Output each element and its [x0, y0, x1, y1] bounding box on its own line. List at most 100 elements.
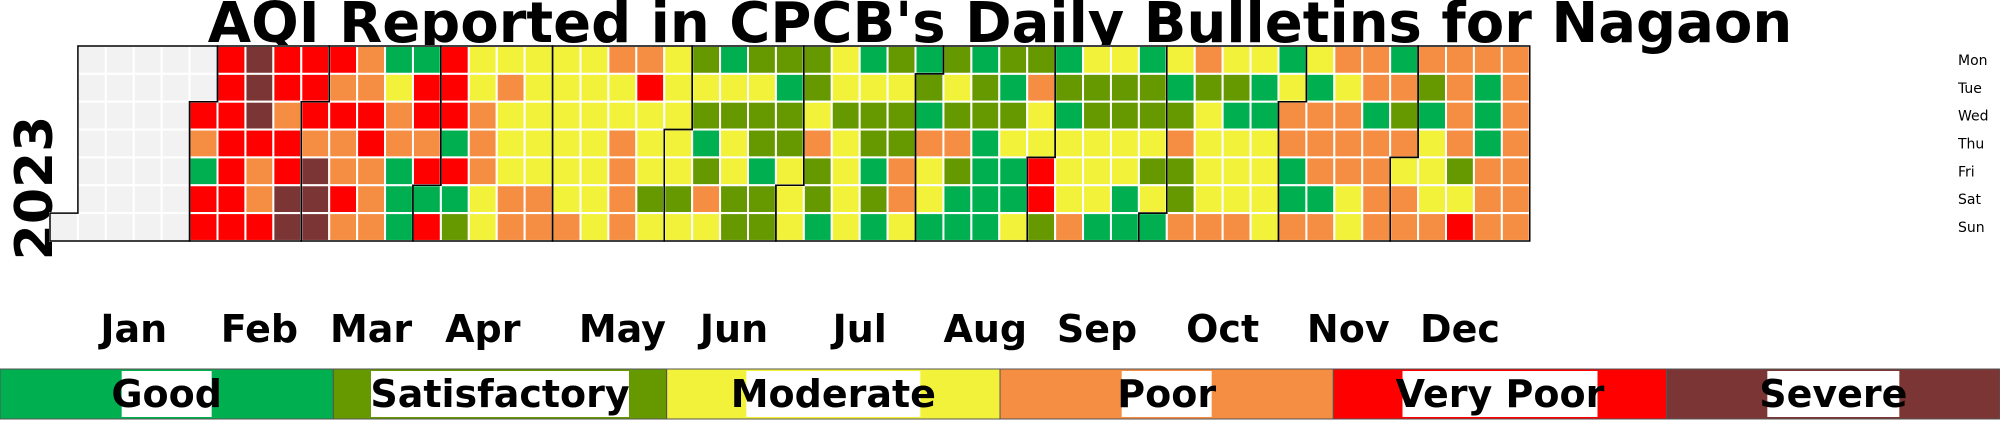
day-cell	[1389, 45, 1420, 75]
day-cell	[439, 212, 470, 242]
day-cell	[1389, 184, 1420, 215]
day-cell	[1305, 72, 1336, 103]
day-cell	[467, 212, 498, 242]
day-cell	[328, 45, 359, 75]
day-cell	[356, 212, 387, 242]
day-cell	[886, 184, 917, 215]
day-cell	[1137, 100, 1168, 131]
day-cell	[76, 184, 107, 215]
day-cell	[830, 72, 861, 103]
day-cell	[607, 128, 638, 159]
day-cell	[914, 212, 945, 242]
day-cell	[272, 184, 303, 215]
day-cell	[719, 128, 750, 159]
day-cell	[551, 212, 582, 242]
day-cell	[104, 45, 135, 75]
day-cell	[160, 128, 191, 159]
day-cell	[1333, 100, 1364, 131]
day-cell	[1472, 156, 1503, 187]
day-cell	[411, 156, 442, 187]
day-cell	[719, 100, 750, 131]
day-cell	[663, 184, 694, 215]
day-cell	[635, 156, 666, 187]
day-cell	[216, 184, 247, 215]
day-cell	[439, 100, 470, 131]
day-cell	[998, 156, 1029, 187]
month-borders	[49, 45, 1531, 242]
day-cell	[1026, 72, 1057, 103]
day-cell	[467, 156, 498, 187]
day-cell	[886, 100, 917, 131]
day-cell	[244, 72, 275, 103]
day-cell	[1389, 128, 1420, 159]
day-cell	[328, 184, 359, 215]
day-cell	[495, 184, 526, 215]
day-cell	[272, 72, 303, 103]
day-cell	[635, 184, 666, 215]
day-cell	[188, 212, 219, 242]
day-cell	[942, 45, 973, 75]
day-cell	[1193, 100, 1224, 131]
day-cell	[216, 45, 247, 75]
day-cell	[244, 45, 275, 75]
day-cell	[607, 100, 638, 131]
day-cell	[747, 212, 777, 242]
day-cell	[858, 184, 889, 215]
day-cell	[244, 156, 275, 187]
day-cell	[1221, 45, 1252, 75]
month-label: Sep	[1057, 307, 1137, 351]
day-cell	[300, 100, 331, 131]
day-cell	[244, 128, 275, 159]
day-cell	[76, 72, 107, 103]
day-cell	[1054, 128, 1085, 159]
month-label: Mar	[330, 307, 412, 351]
day-cell	[970, 72, 1001, 103]
day-cell	[356, 156, 387, 187]
legend-label: Good	[111, 372, 222, 416]
day-cell	[942, 212, 973, 242]
legend: Good Satisfactory Moderate Poor Very Poor Sev…	[0, 368, 2000, 420]
day-cell	[467, 184, 498, 215]
day-cell	[1277, 72, 1308, 103]
day-cell	[1500, 156, 1531, 187]
day-cell	[663, 156, 694, 187]
day-cell	[635, 100, 666, 131]
day-cell	[1500, 184, 1531, 215]
day-cell	[76, 212, 107, 242]
day-cell	[1277, 45, 1308, 75]
day-cell	[1054, 156, 1085, 187]
day-cell	[1305, 128, 1336, 159]
day-cell	[104, 212, 135, 242]
day-cell	[858, 156, 889, 187]
day-cell	[802, 212, 833, 242]
day-cell	[160, 184, 191, 215]
day-cell	[356, 184, 387, 215]
day-cell	[439, 156, 470, 187]
day-cell	[998, 72, 1029, 103]
day-cell	[1249, 212, 1280, 242]
month-label: Jan	[97, 307, 167, 351]
legend-label: Severe	[1759, 372, 1907, 416]
legend-label: Satisfactory	[370, 372, 630, 416]
day-cell	[328, 156, 359, 187]
day-cell	[1165, 212, 1196, 242]
day-cell	[802, 128, 833, 159]
day-cell	[970, 100, 1001, 131]
day-cell	[1109, 100, 1140, 131]
day-cell	[1165, 100, 1196, 131]
day-cell	[1305, 100, 1336, 131]
day-cell	[635, 128, 666, 159]
day-cell	[495, 100, 526, 131]
day-cell	[579, 100, 610, 131]
day-cell	[830, 156, 861, 187]
day-cell	[1361, 184, 1392, 215]
day-cell	[1082, 184, 1112, 215]
day-cell	[495, 72, 526, 103]
weekday-label: Mon	[1958, 53, 1988, 69]
day-cell	[1305, 212, 1336, 242]
day-cell	[384, 45, 414, 75]
day-cell	[579, 45, 610, 75]
day-cell	[1165, 184, 1196, 215]
day-cell	[188, 100, 219, 131]
day-cell	[1165, 128, 1196, 159]
